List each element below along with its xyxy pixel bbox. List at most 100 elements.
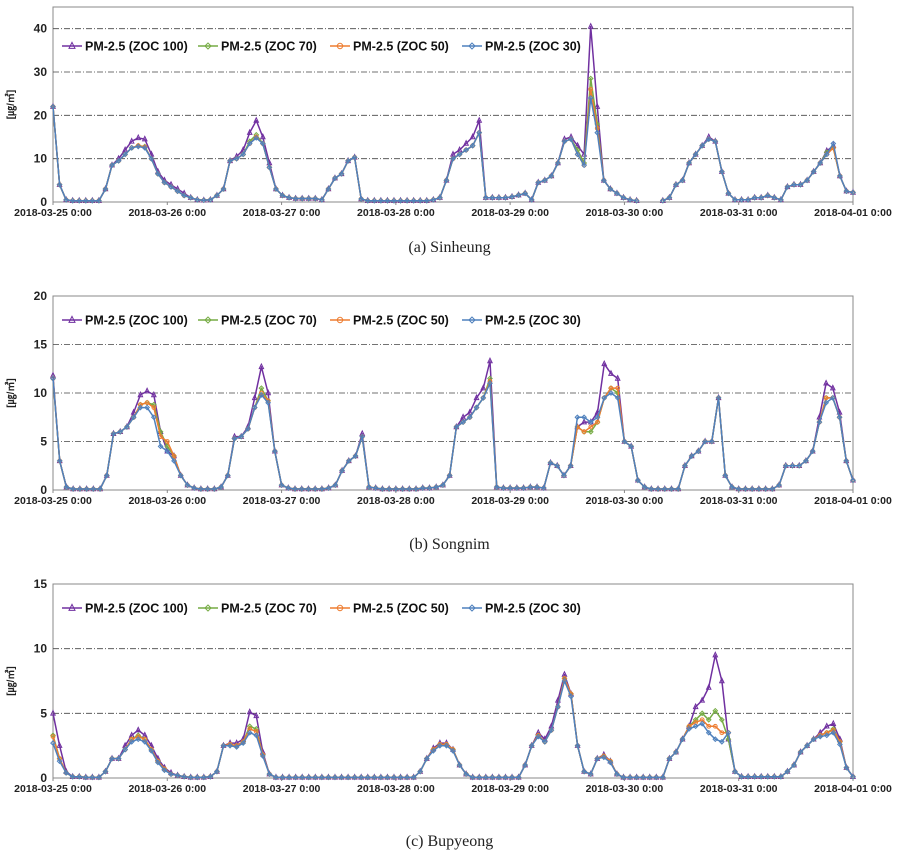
data-point — [50, 740, 56, 746]
data-point — [240, 740, 247, 746]
data-point — [345, 157, 351, 164]
data-point — [109, 162, 115, 169]
data-point — [466, 408, 473, 415]
data-point — [476, 116, 483, 123]
data-point — [561, 678, 568, 684]
data-point — [482, 774, 489, 781]
data-point — [56, 181, 63, 188]
data-point — [480, 384, 487, 391]
data-point — [50, 371, 56, 378]
legend: PM-2.5 (ZOC 100) PM-2.5 (ZOC 70) PM-2.5 (Z… — [62, 602, 581, 616]
data-point — [305, 486, 312, 492]
data-point — [548, 173, 555, 179]
x-tick-label: 2018-03-27 0:00 — [243, 207, 321, 219]
data-point — [128, 738, 135, 745]
data-point — [171, 453, 177, 459]
legend-marker — [336, 42, 344, 50]
data-point — [220, 186, 227, 192]
x-tick-label: 2018-03-26 0:00 — [128, 207, 206, 219]
legend-marker — [204, 42, 212, 50]
data-point — [312, 486, 319, 492]
data-point — [507, 485, 514, 491]
data-point — [279, 774, 286, 781]
data-point — [174, 188, 181, 195]
data-point — [469, 142, 476, 149]
data-point — [535, 733, 542, 740]
data-point — [440, 482, 446, 489]
series-line — [52, 77, 854, 202]
y-tick-label: 0 — [40, 771, 47, 785]
data-point — [150, 390, 157, 398]
data-point — [751, 194, 758, 201]
data-point — [791, 762, 797, 768]
data-point — [718, 168, 725, 175]
data-point — [366, 484, 372, 490]
data-point — [803, 457, 809, 464]
data-point — [495, 194, 502, 201]
data-point — [69, 197, 76, 204]
data-point — [299, 774, 306, 781]
data-point — [207, 196, 214, 203]
data-point — [782, 462, 789, 469]
data-point — [332, 175, 338, 182]
data-point — [358, 774, 365, 781]
data-point — [732, 768, 738, 775]
data-point — [522, 762, 529, 768]
data-point — [836, 414, 843, 421]
data-point — [157, 443, 164, 450]
data-point — [666, 194, 673, 201]
data-point — [144, 404, 151, 411]
x-tick-label: 2018-03-28 0:00 — [357, 495, 435, 507]
data-point — [509, 774, 515, 781]
data-point — [273, 774, 279, 781]
data-point — [620, 194, 627, 201]
data-point — [227, 157, 233, 164]
data-point — [830, 729, 837, 736]
data-point — [144, 387, 151, 394]
legend-marker — [468, 42, 476, 50]
data-point — [124, 424, 130, 430]
data-point — [110, 430, 117, 437]
data-point — [233, 155, 240, 162]
data-point — [600, 754, 607, 761]
data-point — [187, 194, 194, 201]
data-point — [804, 742, 811, 749]
data-point — [446, 472, 453, 479]
data-point — [312, 774, 319, 781]
data-point — [194, 774, 201, 781]
data-point — [493, 484, 500, 490]
data-point — [810, 168, 817, 175]
data-point — [50, 734, 56, 740]
legend-label: PM-2.5 (ZOC 70) — [221, 314, 317, 328]
chart-panel-2: 0 5 10 15 20 [㎍/㎥] 2018-03-25 0:00 2018-03-26 0… — [4, 289, 892, 507]
data-point — [171, 457, 177, 464]
data-point — [265, 389, 272, 396]
legend-marker — [204, 316, 212, 324]
data-point — [699, 142, 706, 149]
data-point — [607, 369, 614, 376]
y-axis-label: [㎍/㎥] — [4, 666, 17, 695]
data-point — [751, 773, 758, 780]
data-point — [258, 392, 265, 398]
series-pm-2-5-zoc-50- — [50, 376, 856, 492]
data-point — [777, 773, 784, 780]
data-point — [115, 755, 122, 762]
data-point — [240, 151, 247, 158]
data-point — [135, 726, 142, 733]
x-tick-label: 2018-04-01 0:00 — [814, 207, 892, 219]
series-line — [52, 680, 854, 779]
data-point — [686, 725, 692, 732]
data-point — [489, 194, 496, 201]
data-point — [614, 374, 621, 381]
data-point — [312, 195, 319, 202]
data-point — [384, 774, 391, 781]
data-point — [796, 462, 803, 469]
data-point — [122, 746, 129, 753]
data-point — [528, 196, 535, 203]
data-point — [641, 484, 648, 490]
data-point — [82, 774, 89, 781]
data-point — [692, 702, 699, 710]
data-point — [469, 774, 476, 781]
data-point — [89, 197, 96, 204]
data-point — [823, 399, 830, 406]
